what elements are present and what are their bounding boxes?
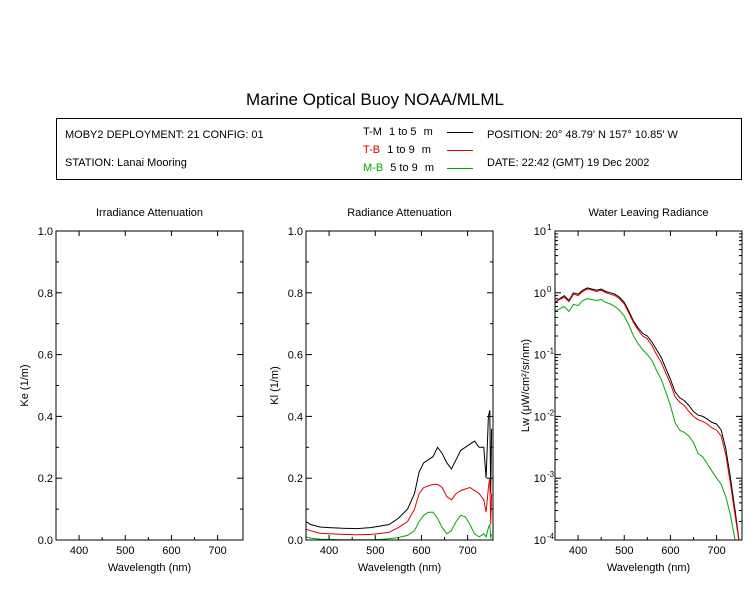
legend-range: 1 to 9 [387, 144, 415, 156]
y-axis-label: Kl (1/m) [269, 366, 281, 405]
legend-unit: m [421, 144, 431, 156]
y-tick-exponent: -4 [547, 532, 555, 541]
legend-item-m-b: M-B 5 to 9 m [363, 162, 434, 174]
y-tick-label: 0.6 [38, 350, 53, 362]
x-tick-label: 700 [208, 545, 226, 557]
legend-range: 1 to 5 [389, 126, 417, 138]
y-tick-label: 10 [534, 535, 546, 547]
y-tick-label: 1.0 [38, 226, 53, 238]
y-tick-label: 0.2 [38, 473, 53, 485]
plot-frame [305, 230, 494, 541]
chart-title: Irradiance Attenuation [96, 207, 203, 219]
x-tick-label: 600 [412, 545, 430, 557]
x-tick-label: 400 [320, 545, 338, 557]
series-line-m-b [555, 298, 736, 540]
legend-item-t-m: T-M 1 to 5 m [363, 126, 433, 138]
x-tick-label: 700 [707, 545, 725, 557]
info-box: MOBY2 DEPLOYMENT: 21 CONFIG: 01 STATION:… [56, 118, 742, 180]
y-axis-label: Ke (1/m) [19, 364, 31, 406]
station-text: STATION: Lanai Mooring [65, 157, 187, 169]
legend-line-t-m [447, 132, 473, 133]
series-line-t-m [555, 287, 740, 540]
series-line-m-b [306, 511, 493, 540]
x-tick-label: 500 [116, 545, 134, 557]
y-tick-label: 0.0 [38, 535, 53, 547]
plot-frame [554, 230, 743, 541]
x-tick-label: 600 [661, 545, 679, 557]
series-line-t-m [306, 410, 493, 530]
legend-range: 5 to 9 [390, 162, 418, 174]
legend-line-m-b [447, 168, 473, 169]
deployment-text: MOBY2 DEPLOYMENT: 21 CONFIG: 01 [65, 129, 264, 141]
legend-item-t-b: T-B 1 to 9 m [363, 144, 431, 156]
x-tick-label: 400 [70, 545, 88, 557]
chart-title: Radiance Attenuation [347, 207, 452, 219]
y-tick-label: 0.2 [288, 473, 303, 485]
chart-title: Water Leaving Radiance [588, 207, 708, 219]
page-title: Marine Optical Buoy NOAA/MLML [246, 90, 504, 109]
legend-code: T-B [363, 144, 381, 156]
y-tick-exponent: 0 [547, 285, 552, 294]
y-tick-label: 10 [534, 473, 546, 485]
y-axis-label: Lw (μW/cm²/sr/nm) [520, 339, 532, 432]
y-tick-label: 0.4 [38, 411, 53, 423]
y-tick-exponent: -2 [547, 408, 555, 417]
x-axis-label: Wavelength (nm) [108, 562, 191, 574]
y-tick-label: 0.8 [38, 288, 53, 300]
x-tick-label: 600 [162, 545, 180, 557]
chart-panel-1: Irradiance Attenuation 400 500 600 700 Wavele… [19, 207, 244, 574]
y-tick-label: 10 [534, 288, 546, 300]
y-tick-label: 0.8 [288, 288, 303, 300]
x-axis-label: Wavelength (nm) [607, 562, 690, 574]
y-tick-label: 10 [534, 411, 546, 423]
chart-panel-2: Radiance Attenuation 400 500 600 700 Waveleng… [269, 207, 494, 574]
plot-frame [55, 230, 244, 541]
y-tick-exponent: 1 [547, 223, 552, 232]
series-line-t-b [555, 288, 740, 540]
x-tick-label: 500 [615, 545, 633, 557]
y-tick-label: 0.4 [288, 411, 303, 423]
y-tick-exponent: -1 [547, 347, 555, 356]
position-text: POSITION: 20° 48.79' N 157° 10.85' W [487, 129, 678, 141]
x-tick-label: 700 [458, 545, 476, 557]
date-text: DATE: 22:42 (GMT) 19 Dec 2002 [487, 157, 650, 169]
y-tick-label: 0.0 [288, 535, 303, 547]
y-tick-label: 10 [534, 350, 546, 362]
legend-code: T-M [363, 126, 382, 138]
series-line-t-b [306, 478, 493, 536]
x-tick-label: 400 [569, 545, 587, 557]
y-tick-label: 1.0 [288, 226, 303, 238]
y-tick-label: 10 [534, 226, 546, 238]
legend-code: M-B [363, 162, 384, 174]
y-tick-label: 0.6 [288, 350, 303, 362]
legend-line-t-b [447, 150, 473, 151]
legend-unit: m [423, 126, 433, 138]
x-tick-label: 500 [366, 545, 384, 557]
x-axis-label: Wavelength (nm) [358, 562, 441, 574]
y-tick-exponent: -3 [547, 470, 555, 479]
legend-unit: m [424, 162, 434, 174]
chart-panel-3: Water Leaving Radiance 400 500 600 700 Wavele… [520, 207, 743, 574]
